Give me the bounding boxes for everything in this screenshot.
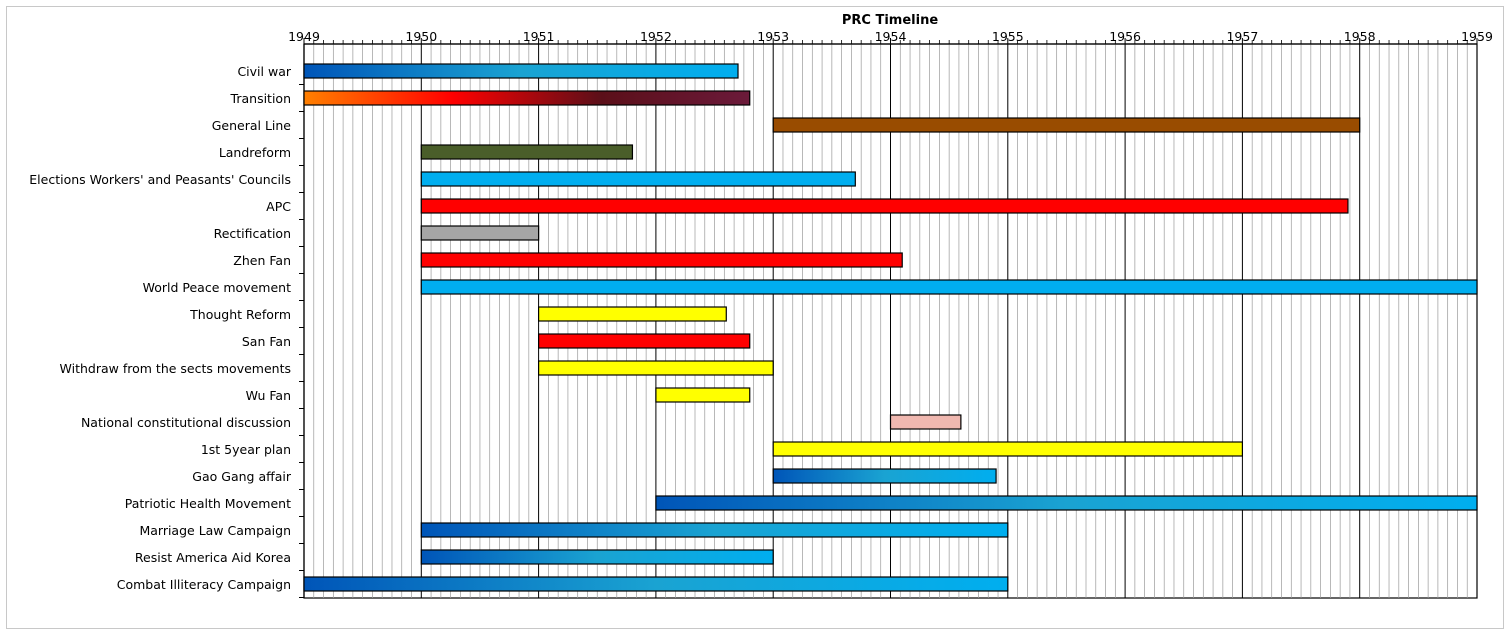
bar [303, 63, 739, 79]
category-label: Transition [230, 91, 291, 106]
category-label: Marriage Law Campaign [139, 523, 291, 538]
x-tick-label: 1949 [288, 29, 320, 44]
bar [420, 225, 540, 241]
category-labels: Civil war Transition General Line Landrefor… [29, 64, 292, 592]
category-label: Gao Gang affair [192, 469, 292, 484]
category-label: Patriotic Health Movement [125, 496, 291, 511]
category-label: Elections Workers' and Peasants' Council… [29, 172, 291, 187]
x-tick-label: 1955 [992, 29, 1024, 44]
category-label: Zhen Fan [233, 253, 291, 268]
bar [420, 279, 1478, 295]
bar [772, 468, 997, 484]
x-tick-label: 1958 [1344, 29, 1376, 44]
category-label: APC [266, 199, 291, 214]
bar [537, 306, 727, 322]
chart-title: PRC Timeline [842, 13, 938, 28]
category-label: World Peace movement [143, 280, 291, 295]
bar [420, 144, 634, 160]
category-label: Rectification [214, 226, 291, 241]
bar [420, 252, 903, 268]
bar [303, 90, 751, 106]
category-label: 1st 5year plan [201, 442, 291, 457]
category-label: Withdraw from the sects movements [60, 361, 291, 376]
bars [303, 63, 1478, 592]
bar [303, 576, 1009, 592]
bar [655, 387, 751, 403]
x-axis: 1949 1950 1951 1952 1953 1954 1955 1956 1957 1958… [288, 29, 1493, 598]
bar [420, 171, 856, 187]
category-label: Civil war [237, 64, 291, 79]
category-label: National constitutional discussion [81, 415, 291, 430]
category-label: Thought Reform [189, 307, 291, 322]
x-tick-label: 1957 [1226, 29, 1258, 44]
x-tick-label: 1953 [757, 29, 789, 44]
x-tick-label: 1956 [1109, 29, 1141, 44]
category-label: General Line [212, 118, 292, 133]
bar [772, 441, 1244, 457]
bar [655, 495, 1478, 511]
bar [420, 522, 1009, 538]
x-tick-label: 1959 [1461, 29, 1493, 44]
x-tick-label: 1951 [523, 29, 555, 44]
category-label: Wu Fan [246, 388, 291, 403]
category-label: San Fan [242, 334, 291, 349]
category-label: Resist America Aid Korea [135, 550, 291, 565]
x-tick-label: 1954 [875, 29, 907, 44]
bar [889, 414, 962, 430]
category-label: Combat Illiteracy Campaign [117, 577, 291, 592]
bar [772, 117, 1361, 133]
bar [420, 198, 1349, 214]
x-tick-label: 1952 [640, 29, 672, 44]
x-tick-label: 1950 [405, 29, 437, 44]
category-label: Landreform [219, 145, 291, 160]
bar [420, 549, 774, 565]
bar [537, 333, 751, 349]
bar [537, 360, 774, 376]
